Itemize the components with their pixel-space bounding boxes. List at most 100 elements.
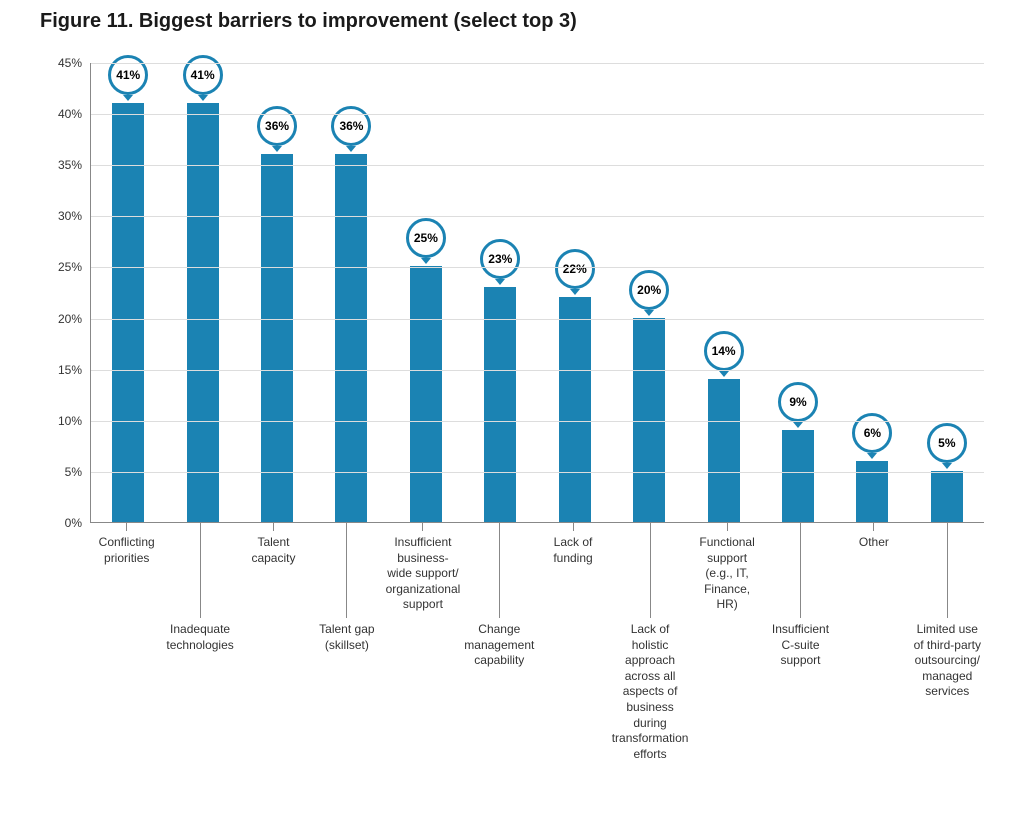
x-label-slot: Lack of holistic approach across all asp… [610, 523, 691, 762]
bar [410, 266, 442, 522]
value-bubble: 36% [331, 106, 371, 146]
gridline [91, 472, 984, 473]
x-label-slot: Talent capacity [237, 523, 310, 762]
gridline [91, 370, 984, 371]
x-label: Talent capacity [237, 535, 310, 566]
x-tick [947, 523, 948, 618]
y-tick-label: 45% [58, 56, 82, 70]
x-tick [650, 523, 651, 618]
x-label-slot: Inadequate technologies [163, 523, 236, 762]
value-bubble: 20% [629, 270, 669, 310]
x-tick [273, 523, 274, 531]
bubble-pointer [867, 453, 877, 459]
y-axis: 0%5%10%15%20%25%30%35%40%45% [40, 63, 90, 523]
bar [261, 154, 293, 522]
value-bubble: 36% [257, 106, 297, 146]
bar-slot: 23% [463, 63, 537, 522]
y-tick-label: 20% [58, 312, 82, 326]
gridline [91, 319, 984, 320]
bar [559, 297, 591, 522]
bar-slot: 6% [835, 63, 909, 522]
x-tick [873, 523, 874, 531]
value-bubble: 23% [480, 239, 520, 279]
x-label-slot: Talent gap (skillset) [310, 523, 383, 762]
x-label-slot: Insufficient business-wide support/ orga… [384, 523, 463, 762]
x-label: Talent gap (skillset) [310, 622, 383, 653]
x-tick [422, 523, 423, 531]
gridline [91, 421, 984, 422]
x-label: Change management capability [462, 622, 536, 669]
x-axis-labels: Conflicting priorities Inadequate technol… [90, 523, 984, 762]
x-tick [126, 523, 127, 531]
x-label: Lack of holistic approach across all asp… [610, 622, 691, 762]
x-tick [573, 523, 574, 531]
gridline [91, 165, 984, 166]
gridline [91, 267, 984, 268]
x-label: Conflicting priorities [90, 535, 163, 566]
chart-wrap: 0%5%10%15%20%25%30%35%40%45% 41%41%36%36… [40, 63, 984, 523]
bubble-pointer [272, 146, 282, 152]
figure-title: Figure 11. Biggest barriers to improveme… [40, 10, 984, 33]
bars-row: 41% 41% 36% 36% 25% 23% 22% 20% 14% 9% 6% 5% [91, 63, 984, 522]
bubble-pointer [198, 95, 208, 101]
bubble-pointer [495, 279, 505, 285]
bar-slot: 5% [910, 63, 984, 522]
bar-slot: 9% [761, 63, 835, 522]
gridline [91, 216, 984, 217]
x-label-slot: Change management capability [462, 523, 536, 762]
bar [335, 154, 367, 522]
value-bubble: 25% [406, 218, 446, 258]
x-label-slot: Limited use of third-party outsourcing/ … [911, 523, 984, 762]
y-tick-label: 40% [58, 107, 82, 121]
value-bubble: 9% [778, 382, 818, 422]
x-label: Insufficient C-suite support [764, 622, 837, 669]
bubble-pointer [570, 289, 580, 295]
x-tick [727, 523, 728, 531]
value-bubble: 5% [927, 423, 967, 463]
y-tick-label: 15% [58, 363, 82, 377]
bubble-pointer [942, 463, 952, 469]
x-tick [499, 523, 500, 618]
value-bubble: 41% [183, 55, 223, 95]
x-tick [200, 523, 201, 618]
value-label: 25% [414, 231, 438, 245]
bar-slot: 36% [240, 63, 314, 522]
value-label: 41% [116, 68, 140, 82]
bar [931, 471, 963, 522]
value-label: 9% [789, 395, 806, 409]
x-label-slot: Insufficient C-suite support [764, 523, 837, 762]
value-bubble: 22% [555, 249, 595, 289]
x-label: Inadequate technologies [163, 622, 236, 653]
value-label: 20% [637, 283, 661, 297]
value-bubble: 14% [704, 331, 744, 371]
y-tick-label: 10% [58, 414, 82, 428]
x-label: Limited use of third-party outsourcing/ … [911, 622, 984, 700]
x-label: Functional support (e.g., IT, Finance, H… [690, 535, 763, 613]
value-label: 6% [864, 426, 881, 440]
value-label: 5% [938, 436, 955, 450]
gridline [91, 63, 984, 64]
x-label-slot: Conflicting priorities [90, 523, 163, 762]
x-label-slot: Lack of funding [536, 523, 609, 762]
bubble-pointer [644, 310, 654, 316]
y-tick-label: 35% [58, 158, 82, 172]
bar [856, 461, 888, 522]
value-bubble: 41% [108, 55, 148, 95]
bar-slot: 41% [91, 63, 165, 522]
x-tick [800, 523, 801, 618]
x-label-slot: Functional support (e.g., IT, Finance, H… [690, 523, 763, 762]
x-label: Insufficient business-wide support/ orga… [384, 535, 463, 613]
bubble-pointer [793, 422, 803, 428]
bar-slot: 20% [612, 63, 686, 522]
bar-slot: 14% [686, 63, 760, 522]
bubble-pointer [123, 95, 133, 101]
x-label: Lack of funding [536, 535, 609, 566]
y-tick-label: 30% [58, 209, 82, 223]
bar [782, 430, 814, 522]
value-bubble: 6% [852, 413, 892, 453]
value-label: 36% [339, 119, 363, 133]
bar-slot: 41% [165, 63, 239, 522]
bar-slot: 22% [538, 63, 612, 522]
bubble-pointer [719, 371, 729, 377]
bar-slot: 36% [314, 63, 388, 522]
